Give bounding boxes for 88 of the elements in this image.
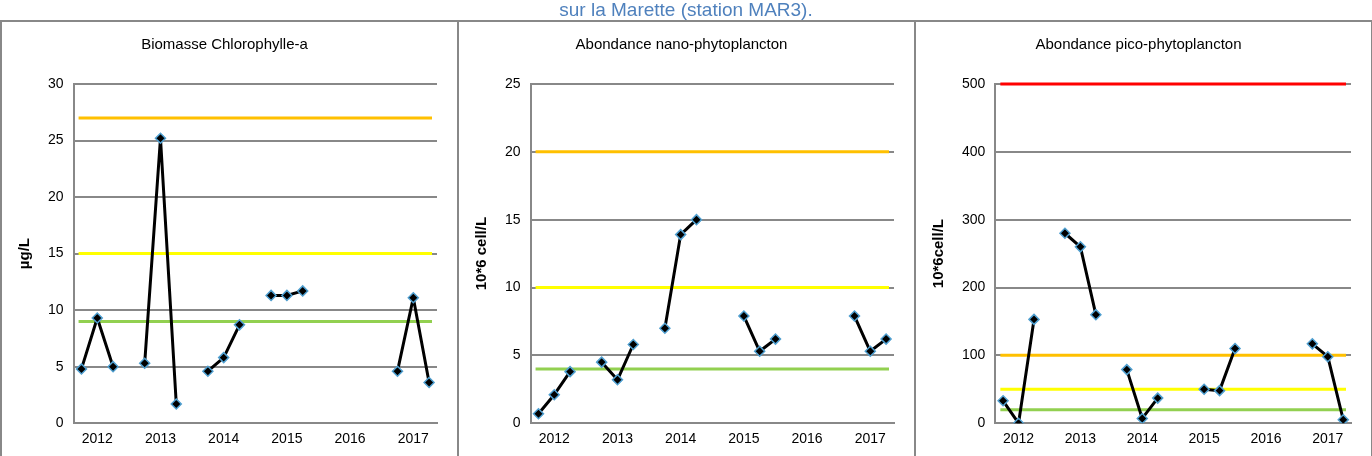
point — [1306, 338, 1319, 350]
point — [265, 289, 277, 302]
x-tick-label: 2015 — [728, 430, 760, 447]
x-tick-label: 2017 — [854, 430, 887, 447]
point — [202, 365, 214, 377]
y-tick-label: 20 — [47, 187, 64, 204]
x-tick-label: 2017 — [397, 430, 430, 447]
y-tick-label: 0 — [512, 414, 521, 431]
point — [391, 365, 404, 377]
point — [91, 312, 104, 324]
point — [880, 333, 892, 345]
x-tick-label: 2012 — [81, 430, 114, 447]
y-tick-label: 10 — [504, 278, 521, 295]
x-tick-label: 2016 — [1250, 430, 1282, 447]
y-tick-label: 200 — [962, 278, 986, 295]
point — [738, 310, 750, 322]
point — [1028, 313, 1040, 326]
x-tick-label: 2012 — [1002, 430, 1035, 447]
y-axis-title: 10*6cell/L — [929, 218, 947, 289]
point — [1059, 227, 1071, 239]
x-tick-label: 2014 — [1126, 430, 1159, 447]
y-tick-label: 20 — [504, 142, 521, 159]
text: sur la Marette (station MAR3). — [0, 0, 1372, 22]
point — [753, 345, 766, 358]
y-tick-label: 15 — [47, 244, 64, 261]
point — [1121, 363, 1133, 376]
point — [1151, 392, 1164, 404]
x-tick-label: 2016 — [791, 430, 823, 447]
point — [864, 345, 877, 358]
x-tick-label: 2014 — [208, 430, 240, 447]
point — [848, 310, 861, 322]
point — [423, 376, 435, 389]
y-tick-label: 15 — [504, 210, 521, 227]
point — [611, 374, 624, 386]
y-tick-label: 400 — [962, 142, 986, 159]
point — [564, 365, 576, 378]
point — [548, 388, 561, 401]
point — [595, 356, 608, 368]
point — [659, 322, 671, 334]
point — [281, 289, 293, 302]
point — [1213, 384, 1226, 397]
y-tick-label: 25 — [47, 131, 64, 148]
y-tick-label: 5 — [512, 346, 521, 363]
y-tick-label: 500 — [962, 74, 986, 91]
x-tick-label: 2014 — [665, 430, 697, 447]
x-tick-label: 2012 — [538, 430, 571, 447]
y-axis-title: 10*6 cell/L — [472, 216, 490, 291]
y-tick-label: 10 — [47, 300, 64, 317]
point — [217, 351, 230, 364]
point — [674, 228, 687, 241]
point — [107, 360, 119, 373]
x-tick-label: 2015 — [1188, 430, 1220, 447]
y-axis-title: µg/L — [15, 238, 33, 270]
point — [769, 333, 782, 345]
point — [627, 338, 640, 351]
x-tick-label: 2015 — [271, 430, 303, 447]
chart-title: Abondance nano-phytoplancton — [575, 35, 788, 53]
y-tick-label: 0 — [55, 414, 64, 431]
x-tick-label: 2017 — [1312, 430, 1344, 447]
point — [1090, 308, 1102, 321]
point — [296, 285, 309, 297]
y-tick-label: 25 — [504, 74, 521, 91]
point — [170, 398, 183, 410]
point — [997, 395, 1009, 407]
point — [1322, 350, 1334, 363]
y-tick-label: 100 — [962, 346, 986, 363]
point — [138, 357, 151, 370]
point — [532, 407, 545, 420]
y-tick-label: 30 — [47, 74, 64, 91]
point — [75, 363, 88, 375]
point — [690, 213, 703, 226]
point — [1337, 414, 1350, 424]
point — [233, 319, 246, 331]
point — [1198, 383, 1210, 396]
point — [1136, 412, 1148, 424]
x-tick-label: 2016 — [334, 430, 366, 447]
x-tick-label: 2013 — [1064, 430, 1097, 447]
y-tick-label: 5 — [55, 357, 64, 374]
point — [407, 291, 420, 304]
chart-title: Abondance pico-phytoplancton — [1035, 35, 1242, 53]
x-tick-label: 2013 — [144, 430, 177, 447]
point — [1074, 241, 1087, 253]
chart-title: Biomasse Chlorophylle-a — [141, 35, 309, 53]
y-tick-label: 0 — [977, 414, 986, 431]
y-tick-label: 300 — [962, 210, 986, 227]
point — [1229, 342, 1241, 355]
point — [154, 132, 167, 145]
x-tick-label: 2013 — [601, 430, 634, 447]
